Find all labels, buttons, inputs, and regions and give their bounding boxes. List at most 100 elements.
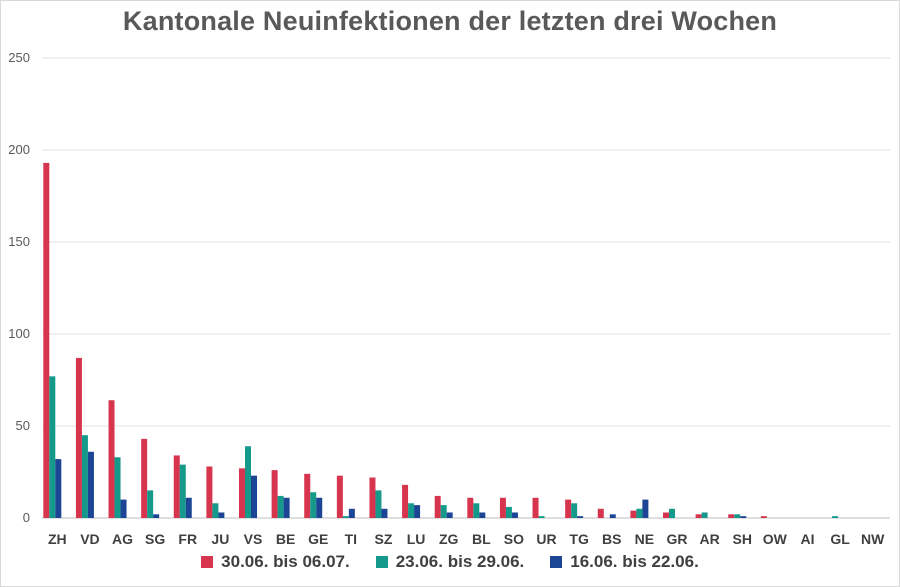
- legend-swatch: [375, 556, 388, 568]
- bar-ne-series-3: [642, 499, 649, 518]
- bar-zh-series-1: [43, 162, 50, 518]
- y-tick-label: 250: [8, 50, 30, 65]
- gridlines: [42, 57, 890, 519]
- bar-ju-series-3: [218, 512, 225, 518]
- bar-fr-series-2: [179, 464, 186, 518]
- x-tick-label: FR: [178, 531, 197, 547]
- bar-bs-series-3: [609, 514, 616, 518]
- bar-ne-series-2: [636, 508, 643, 518]
- bar-sz-series-1: [369, 477, 376, 518]
- x-tick-label: BE: [276, 531, 295, 547]
- bar-bs-series-1: [597, 508, 604, 518]
- x-axis-labels: ZH VD AG SG FR JU VS BE GE TI SZ LU ZG BL SO UR TG BS NE GR…: [48, 531, 885, 547]
- bar-ge-series-1: [304, 473, 311, 518]
- bar-vd-series-2: [81, 435, 88, 518]
- bar-ge-series-3: [316, 497, 323, 518]
- bar-ar-series-2: [701, 512, 708, 518]
- y-tick-label: 200: [8, 142, 30, 157]
- bar-fr-series-3: [185, 497, 192, 518]
- x-tick-label: SZ: [375, 531, 393, 547]
- x-tick-label: LU: [407, 531, 426, 547]
- bar-ti-series-3: [348, 508, 355, 518]
- legend: 30.06. bis 06.07. 23.06. bis 29.06. 16.06.…: [0, 552, 900, 572]
- bar-zg-series-2: [440, 505, 447, 518]
- bar-sh-series-1: [728, 514, 735, 518]
- bar-ar-series-1: [695, 514, 702, 518]
- bar-gr-series-2: [669, 508, 675, 518]
- y-tick-label: 150: [8, 234, 30, 249]
- x-tick-label: UR: [536, 531, 556, 547]
- bar-so-series-3: [511, 512, 518, 518]
- bar-gl-series-2: [832, 516, 839, 518]
- bar-be-series-2: [277, 495, 284, 518]
- bar-ag-series-3: [120, 499, 127, 518]
- legend-item: 16.06. bis 22.06.: [550, 552, 699, 572]
- x-tick-label: BL: [472, 531, 491, 547]
- bar-sh-series-2: [734, 514, 741, 518]
- x-tick-label: BS: [602, 531, 621, 547]
- bar-lu-series-1: [402, 484, 409, 518]
- bar-vs-series-2: [245, 446, 251, 518]
- bar-ur-series-2: [538, 516, 545, 518]
- legend-swatch: [201, 556, 214, 568]
- legend-item: 30.06. bis 06.07.: [201, 552, 350, 572]
- bar-vd-series-1: [75, 357, 82, 518]
- bar-bl-series-3: [479, 512, 486, 518]
- bar-be-series-1: [271, 470, 278, 518]
- legend-label: 30.06. bis 06.07.: [221, 552, 350, 571]
- chart-title: Kantonale Neuinfektionen der letzten dre…: [122, 6, 778, 36]
- x-tick-label: TI: [345, 531, 357, 547]
- bar-vs-series-1: [239, 468, 245, 518]
- bar-ju-series-2: [212, 503, 219, 518]
- bar-bl-series-1: [467, 497, 474, 518]
- bar-ag-series-1: [108, 400, 115, 518]
- x-tick-label: JU: [211, 531, 229, 547]
- x-tick-label: GL: [830, 531, 850, 547]
- legend-label: 16.06. bis 22.06.: [570, 552, 699, 571]
- bar-sg-series-3: [153, 514, 160, 518]
- x-tick-label: ZG: [439, 531, 459, 547]
- y-tick-label: 0: [23, 510, 30, 525]
- bar-bl-series-2: [473, 503, 480, 518]
- bar-tg-series-1: [565, 499, 572, 518]
- bar-gr-series-1: [663, 512, 669, 518]
- y-tick-label: 50: [16, 418, 30, 433]
- bar-zg-series-3: [446, 512, 453, 518]
- x-tick-label: NE: [635, 531, 654, 547]
- bar-ne-series-1: [630, 510, 637, 518]
- bar-ju-series-1: [206, 466, 213, 518]
- bar-ag-series-2: [114, 457, 121, 518]
- bar-sh-series-3: [740, 516, 747, 518]
- bar-so-series-1: [499, 497, 506, 518]
- bar-tg-series-2: [571, 503, 578, 518]
- x-tick-label: VS: [244, 531, 263, 547]
- bar-tg-series-3: [577, 516, 584, 518]
- bar-sz-series-3: [381, 508, 388, 518]
- bar-ow-series-1: [760, 516, 767, 518]
- bar-be-series-3: [283, 497, 290, 518]
- bar-lu-series-3: [414, 505, 421, 518]
- legend-label: 23.06. bis 29.06.: [395, 552, 525, 571]
- x-tick-label: NW: [861, 531, 885, 547]
- legend-swatch: [550, 556, 563, 568]
- bar-ti-series-1: [336, 475, 343, 518]
- bar-vd-series-3: [87, 451, 94, 518]
- bar-lu-series-2: [408, 503, 415, 518]
- x-tick-label: GE: [308, 531, 328, 547]
- bar-sg-series-1: [141, 438, 148, 518]
- x-tick-label: SH: [733, 531, 752, 547]
- bar-sg-series-2: [147, 490, 154, 518]
- x-tick-label: ZH: [48, 531, 67, 547]
- x-tick-label: SO: [504, 531, 524, 547]
- bar-vs-series-3: [251, 475, 257, 518]
- bar-sz-series-2: [375, 490, 382, 518]
- bar-so-series-2: [505, 506, 512, 518]
- x-tick-label: GR: [667, 531, 688, 547]
- bar-ur-series-1: [532, 497, 539, 518]
- x-tick-label: VD: [80, 531, 99, 547]
- x-tick-label: SG: [145, 531, 165, 547]
- bar-fr-series-1: [173, 455, 180, 518]
- bar-zh-series-3: [55, 459, 62, 518]
